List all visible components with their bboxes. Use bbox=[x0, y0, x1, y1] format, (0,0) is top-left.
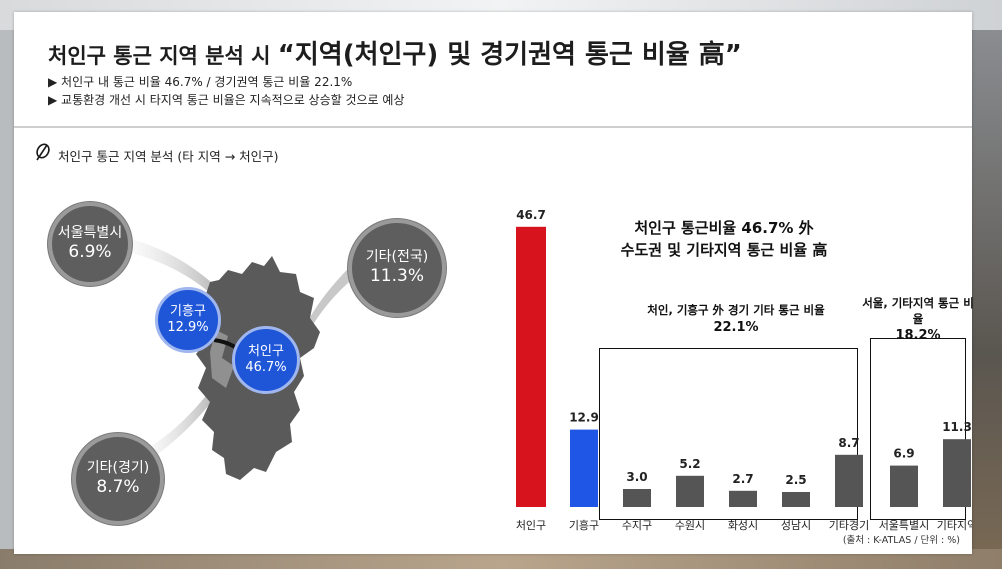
bar-chart: 46.7 처인구 12.9 기흥구 3.0 수지구 5.2 수원시 2.7 화성시 2.5 성남시 8.… bbox=[516, 208, 972, 532]
group-1-title: 처인, 기흥구 外 경기 기타 통근 비율 22.1% bbox=[596, 303, 876, 336]
leaf-icon bbox=[36, 143, 50, 161]
value-label-2: 3.0 bbox=[626, 470, 647, 484]
bubble-other-nation-name: 기타(전국) bbox=[365, 249, 429, 266]
bubble-other-gyeonggi-value: 8.7% bbox=[96, 477, 140, 498]
page-title: 처인구 통근 지역 분석 시 “지역(처인구) 및 경기권역 통근 비율 高” bbox=[48, 34, 742, 71]
category-label-0: 처인구 bbox=[516, 519, 546, 532]
bar-1 bbox=[570, 429, 598, 507]
bar-3 bbox=[676, 475, 704, 507]
category-label-1: 기흥구 bbox=[569, 518, 599, 532]
category-label-8: 기타지역 bbox=[937, 519, 972, 532]
category-label-3: 수원시 bbox=[675, 519, 705, 532]
category-label-6: 기타경기 bbox=[829, 519, 869, 532]
divider bbox=[14, 126, 972, 128]
group-2-label: 서울, 기타지역 통근 비율 bbox=[862, 296, 974, 326]
chart-title-line-2: 수도권 및 기타지역 통근 비율 高 bbox=[620, 240, 828, 259]
category-label-7: 서울특별시 bbox=[879, 519, 930, 532]
section-title: 처인구 통근 지역 분석 (타 지역 → 처인구) bbox=[58, 149, 279, 164]
bar-4 bbox=[729, 490, 757, 507]
bubble-other-gyeonggi-name: 기타(경기) bbox=[86, 460, 150, 477]
chart-title: 처인구 통근비율 46.7% 外 수도권 및 기타지역 통근 비율 高 bbox=[574, 218, 874, 262]
group-2-value: 18.2% bbox=[895, 328, 941, 344]
slide: 처인구 통근 지역 분석 시 “지역(처인구) 및 경기권역 통근 비율 高” … bbox=[14, 12, 974, 554]
value-label-3: 5.2 bbox=[679, 457, 700, 471]
value-label-6: 8.7 bbox=[838, 436, 859, 450]
bullet-1: ▶ 처인구 내 통근 비율 46.7% / 경기권역 통근 비율 22.1% bbox=[48, 75, 353, 89]
bullet-2: ▶ 교통환경 개선 시 타지역 통근 비율은 지속적으로 상승할 것으로 예상 bbox=[48, 93, 405, 107]
chart-title-line-1: 처인구 통근비율 46.7% 外 bbox=[634, 219, 814, 237]
giheung-district-shape bbox=[210, 330, 234, 388]
bar-8 bbox=[943, 439, 971, 507]
bar-6 bbox=[835, 454, 863, 507]
bar-5 bbox=[782, 492, 810, 507]
value-label-7: 6.9 bbox=[893, 447, 914, 461]
group-1-value: 22.1% bbox=[713, 319, 759, 335]
bubble-cheoin: 처인구 46.7% bbox=[232, 326, 300, 394]
bubble-other-nation-value: 11.3% bbox=[369, 266, 424, 287]
value-label-1: 12.9 bbox=[569, 411, 599, 425]
category-label-4: 화성시 bbox=[728, 519, 758, 532]
title-emphasis: “지역(처인구) 및 경기권역 통근 비율 高” bbox=[277, 40, 742, 70]
bubble-giheung: 기흥구 12.9% bbox=[155, 287, 221, 353]
group-2-box bbox=[870, 338, 966, 520]
background-bottom bbox=[0, 549, 1002, 569]
category-label-5: 성남시 bbox=[781, 519, 811, 532]
bubble-cheoin-name: 처인구 bbox=[248, 344, 284, 360]
bar-2 bbox=[623, 489, 651, 507]
bar-7 bbox=[890, 465, 918, 507]
bar-0 bbox=[516, 226, 546, 508]
bubble-other-nation: 기타(전국) 11.3% bbox=[348, 219, 446, 317]
bubble-giheung-value: 12.9% bbox=[167, 320, 209, 335]
bubble-other-gyeonggi: 기타(경기) 8.7% bbox=[72, 433, 164, 525]
arrow-seoul bbox=[110, 234, 236, 312]
title-prefix: 처인구 통근 지역 분석 시 bbox=[48, 44, 271, 68]
bubble-seoul-value: 6.9% bbox=[68, 242, 112, 263]
bubble-seoul: 서울특별시 6.9% bbox=[48, 202, 132, 286]
bubble-cheoin-value: 46.7% bbox=[245, 360, 287, 375]
bubble-seoul-name: 서울특별시 bbox=[57, 225, 123, 242]
group-1-box bbox=[599, 348, 858, 520]
value-label-4: 2.7 bbox=[732, 472, 753, 486]
bubble-giheung-name: 기흥구 bbox=[170, 304, 206, 320]
category-label-2: 수지구 bbox=[622, 519, 652, 532]
value-label-5: 2.5 bbox=[785, 473, 806, 487]
source-note: (출처 : K-ATLAS / 단위 : %) bbox=[842, 535, 960, 546]
value-label-8: 11.3 bbox=[942, 420, 972, 434]
group-1-label: 처인, 기흥구 外 경기 기타 통근 비율 bbox=[647, 303, 825, 317]
group-2-title: 서울, 기타지역 통근 비율 18.2% bbox=[858, 296, 978, 345]
value-label-0: 46.7 bbox=[516, 208, 546, 222]
arrow-other-gyeonggi bbox=[130, 380, 228, 468]
